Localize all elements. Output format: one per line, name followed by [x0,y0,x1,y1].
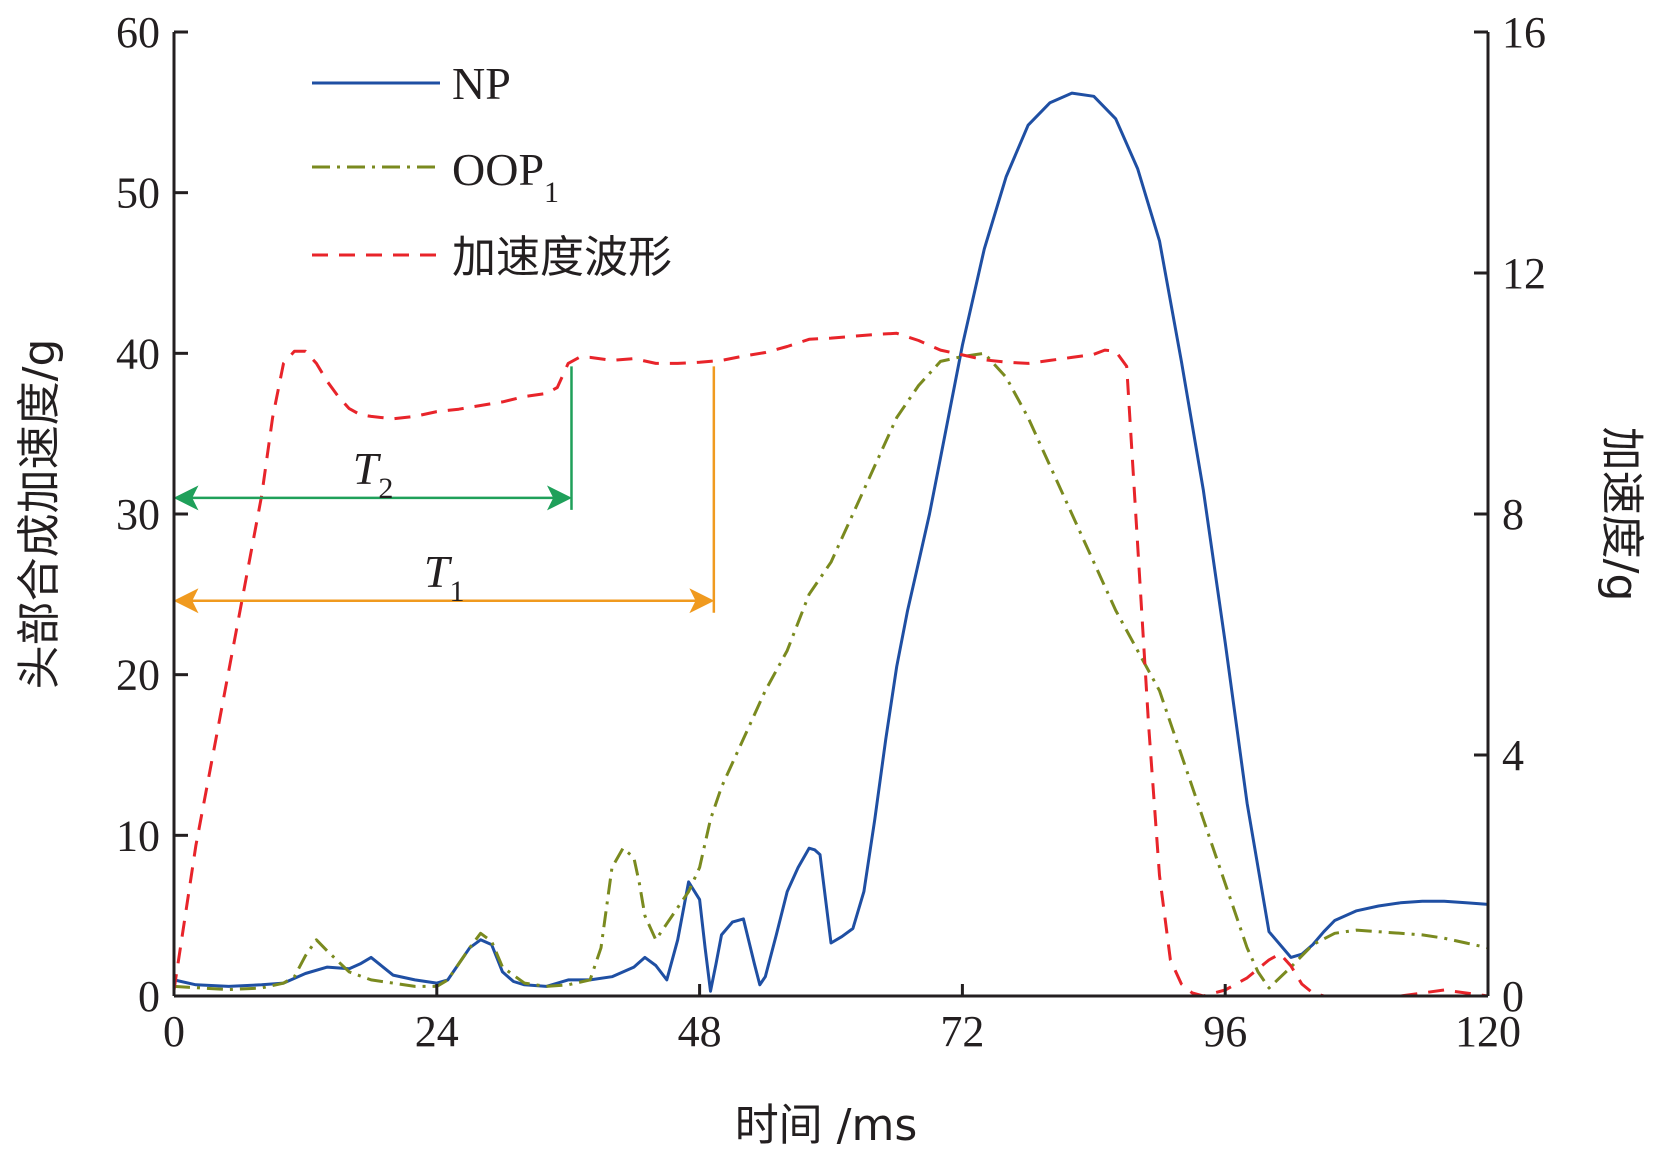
x-tick-label-2: 48 [678,1007,722,1056]
y-left-tick-label-4: 40 [116,329,160,378]
legend-item-np: NP [312,58,511,109]
y-right-tick-label-1: 4 [1502,731,1524,780]
y-right-axis-title: 加速度/g [1596,427,1647,602]
legend-item-waveform: 加速度波形 [312,232,672,283]
y-right-ticks: 0 4 8 12 16 [1474,8,1546,1021]
legend: NP OOP1 加速度波形 [312,58,672,283]
series-line-0 [173,91,1489,993]
series-line-1 [173,351,1489,992]
x-axis-title: 时间 /ms [735,1100,918,1151]
legend-label-waveform: 加速度波形 [452,232,672,283]
x-ticks: 0 24 48 72 96 120 [163,984,1521,1056]
y-left-tick-label-6: 60 [116,8,160,57]
legend-label-oop1: OOP1 [452,144,559,209]
y-left-tick-label-0: 0 [138,972,160,1021]
legend-label-oop1-main: OOP [452,144,544,195]
x-tick-label-1: 24 [415,1007,459,1056]
x-tick-label-0: 0 [163,1007,185,1056]
y-left-tick-label-2: 20 [116,651,160,700]
annotations: T2 T1 [173,366,716,614]
legend-label-oop1-sub: 1 [544,176,559,209]
plot-lines [172,91,1489,998]
y-left-tick-label-1: 10 [116,811,160,860]
y-right-tick-label-0: 0 [1502,972,1524,1021]
legend-item-oop1: OOP1 [312,144,559,209]
y-left-ticks: 0 10 20 30 40 50 60 [116,8,188,1021]
annotation-label-0: T2 [353,443,394,505]
y-right-tick-label-4: 16 [1502,8,1546,57]
y-left-tick-label-3: 30 [116,490,160,539]
y-left-axis-title: 头部合成加速度/g [14,339,65,690]
annotation-label-1: T1 [424,546,465,608]
axes [172,32,1490,998]
y-right-tick-label-2: 8 [1502,490,1524,539]
x-tick-label-3: 72 [940,1007,984,1056]
x-tick-label-4: 96 [1203,1007,1247,1056]
y-right-tick-label-3: 12 [1502,249,1546,298]
series-line-2 [172,331,1489,998]
legend-label-np: NP [452,58,511,109]
x-tick-label-5: 120 [1455,1007,1521,1056]
y-left-tick-label-5: 50 [116,169,160,218]
